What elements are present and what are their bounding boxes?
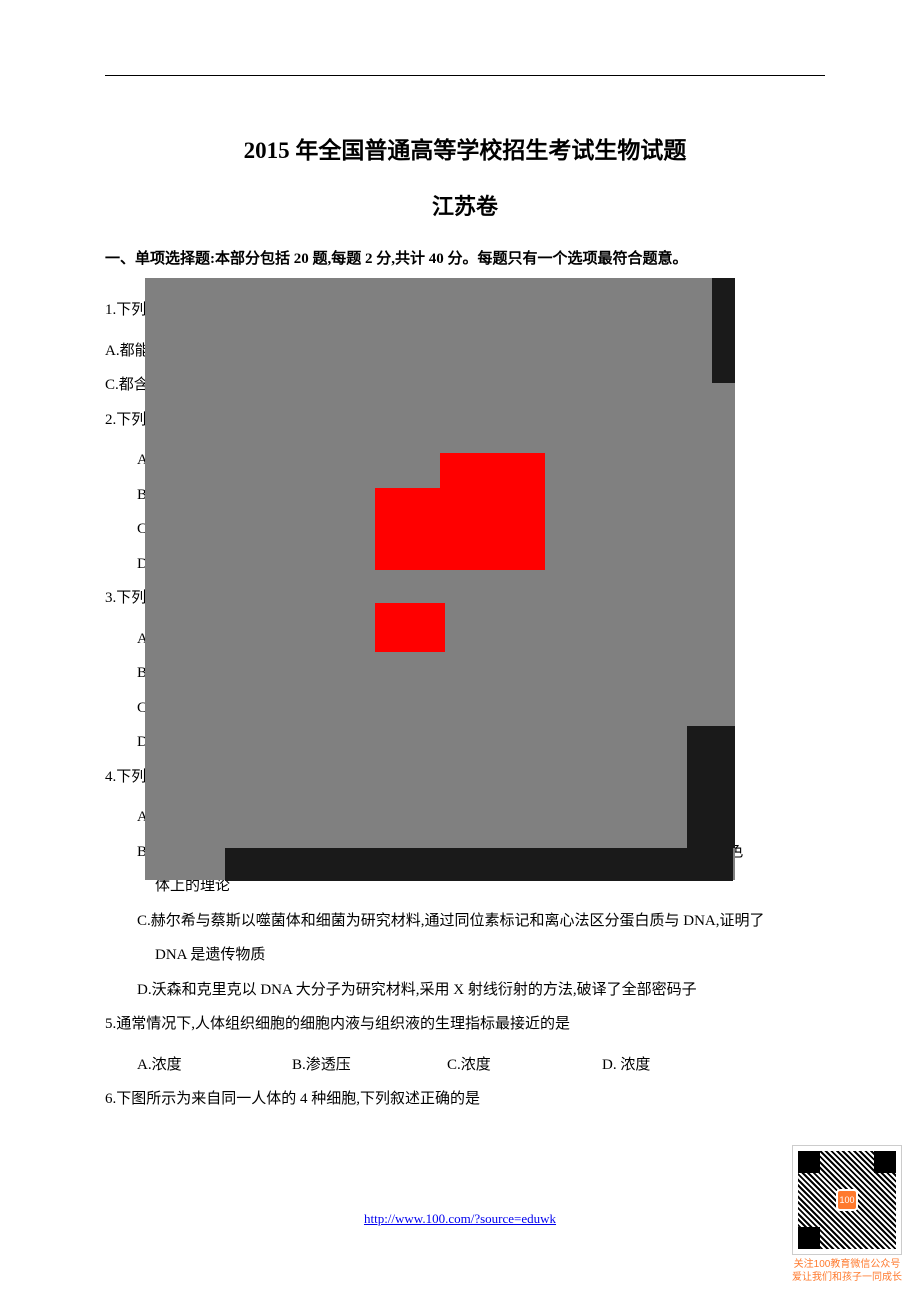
option-5b: B.渗透压 <box>292 1048 447 1083</box>
qr-code: 100 <box>792 1145 902 1255</box>
redaction-block <box>225 848 733 881</box>
qr-center-logo: 100 <box>836 1189 858 1211</box>
question-5-options: A.浓度 B.渗透压 C.浓度 D. 浓度 <box>105 1048 825 1083</box>
option-4c: C.赫尔希与蔡斯以噬菌体和细菌为研究材料,通过同位素标记和离心法区分蛋白质与 D… <box>105 904 825 939</box>
footer-link[interactable]: http://www.100.com/?source=eduwk <box>0 1211 920 1227</box>
option-5d: D. 浓度 <box>602 1048 757 1083</box>
qr-text-line1: 关注100教育微信公众号 <box>792 1258 902 1271</box>
option-5c: C.浓度 <box>447 1048 602 1083</box>
question-5-stem: 5.通常情况下,人体组织细胞的细胞内液与组织液的生理指标最接近的是 <box>105 1007 825 1042</box>
section-heading: 一、单项选择题:本部分包括 20 题,每题 2 分,共计 40 分。每题只有一个… <box>105 247 825 271</box>
page-subtitle: 江苏卷 <box>105 189 825 221</box>
option-4d: D.沃森和克里克以 DNA 大分子为研究材料,采用 X 射线衍射的方法,破译了全… <box>105 973 825 1008</box>
qr-section: 100 关注100教育微信公众号 爱让我们和孩子一同成长 <box>792 1145 902 1284</box>
option-4c-cont: DNA 是遗传物质 <box>105 938 825 973</box>
redaction-block <box>687 726 735 848</box>
top-divider <box>105 75 825 76</box>
qr-text-line2: 爱让我们和孩子一同成长 <box>792 1271 902 1284</box>
redaction-block <box>712 278 735 383</box>
page-title: 2015 年全国普通高等学校招生考试生物试题 <box>105 131 825 165</box>
redaction-block <box>375 488 545 570</box>
question-6-stem: 6.下图所示为来自同一人体的 4 种细胞,下列叙述正确的是 <box>105 1082 825 1117</box>
redaction-block <box>145 278 735 880</box>
option-5a: A.浓度 <box>137 1048 292 1083</box>
redaction-block <box>375 603 445 652</box>
